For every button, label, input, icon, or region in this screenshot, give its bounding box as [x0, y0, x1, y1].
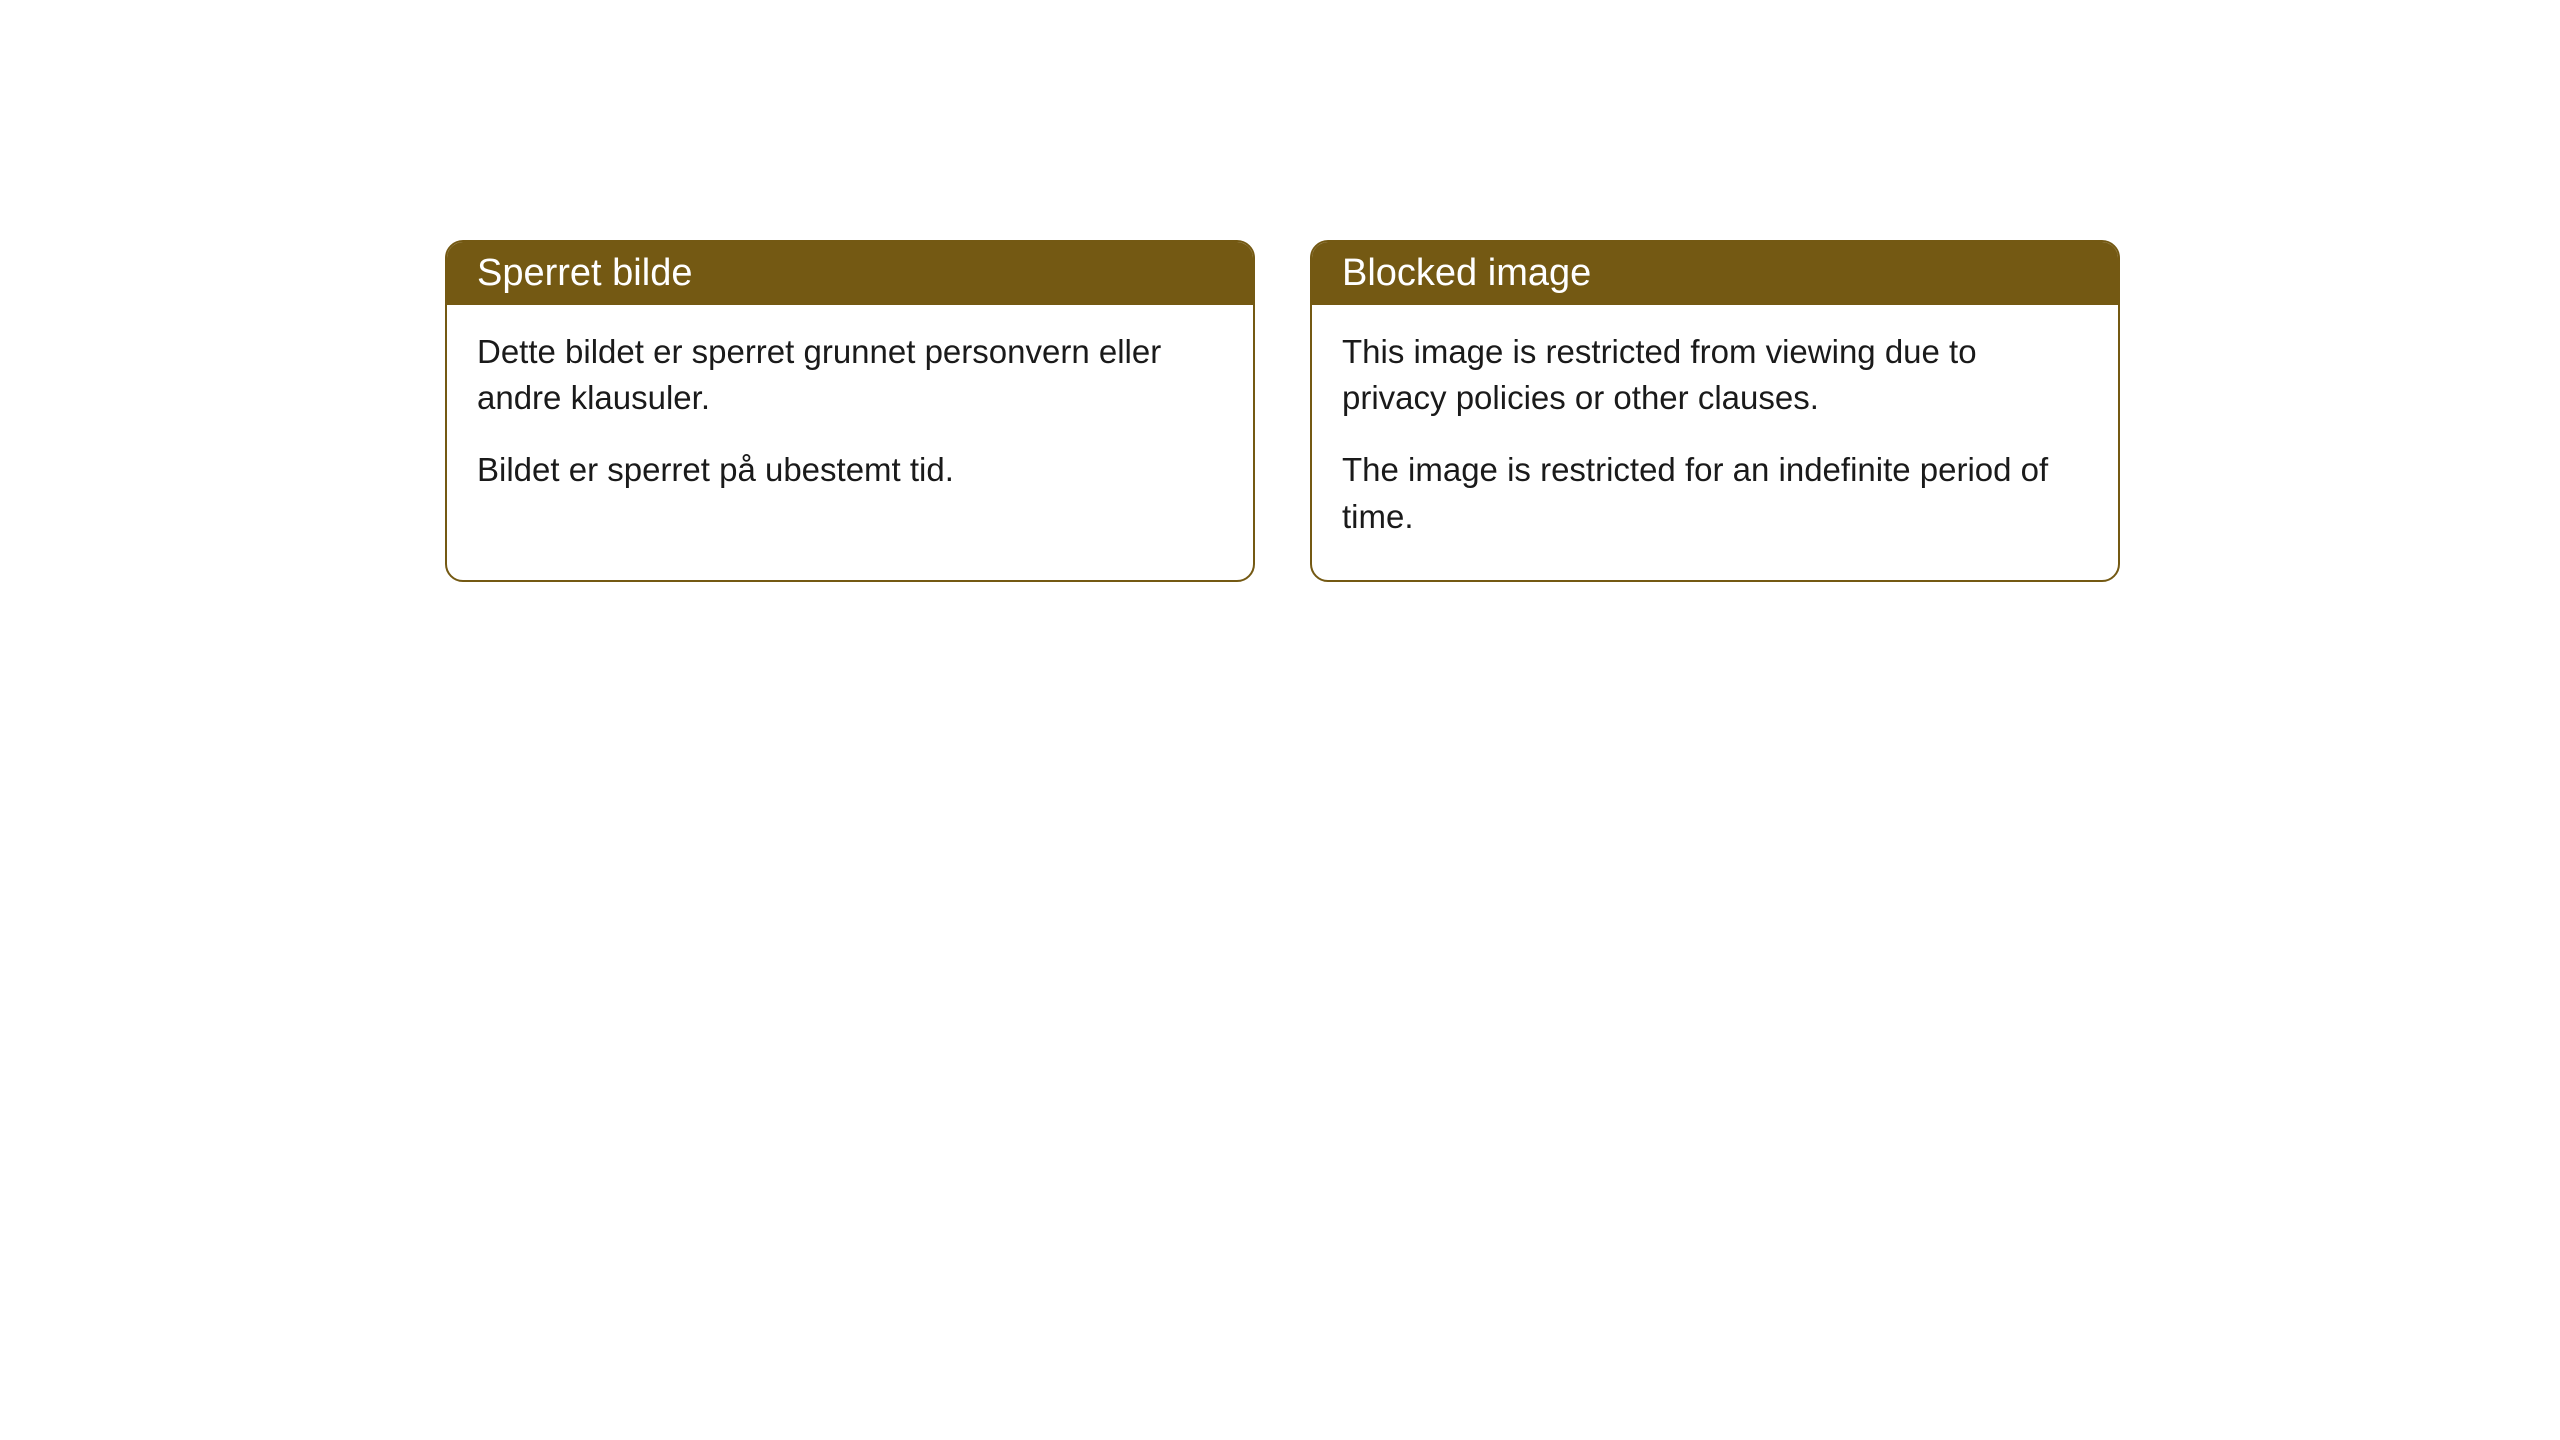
notice-card-english: Blocked image This image is restricted f… [1310, 240, 2120, 582]
card-paragraph: Dette bildet er sperret grunnet personve… [477, 329, 1223, 421]
card-paragraph: Bildet er sperret på ubestemt tid. [477, 447, 1223, 493]
notice-cards-container: Sperret bilde Dette bildet er sperret gr… [445, 240, 2120, 582]
card-title: Blocked image [1342, 252, 1591, 294]
card-header: Sperret bilde [447, 242, 1253, 305]
card-header: Blocked image [1312, 242, 2118, 305]
card-paragraph: The image is restricted for an indefinit… [1342, 447, 2088, 539]
card-paragraph: This image is restricted from viewing du… [1342, 329, 2088, 421]
card-body: This image is restricted from viewing du… [1312, 305, 2118, 580]
notice-card-norwegian: Sperret bilde Dette bildet er sperret gr… [445, 240, 1255, 582]
card-title: Sperret bilde [477, 252, 692, 294]
card-body: Dette bildet er sperret grunnet personve… [447, 305, 1253, 534]
